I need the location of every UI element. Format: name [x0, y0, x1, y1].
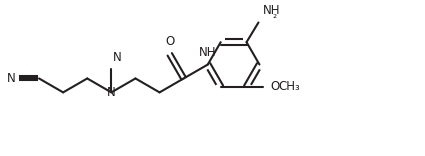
Text: N: N — [107, 86, 116, 99]
Text: O: O — [165, 35, 174, 48]
Text: N: N — [113, 51, 122, 64]
Text: CH₃: CH₃ — [279, 80, 300, 93]
Text: NH: NH — [263, 4, 280, 17]
Text: NH: NH — [199, 46, 216, 59]
Text: ₂: ₂ — [272, 10, 277, 20]
Text: N: N — [6, 72, 15, 85]
Text: O: O — [271, 80, 280, 93]
